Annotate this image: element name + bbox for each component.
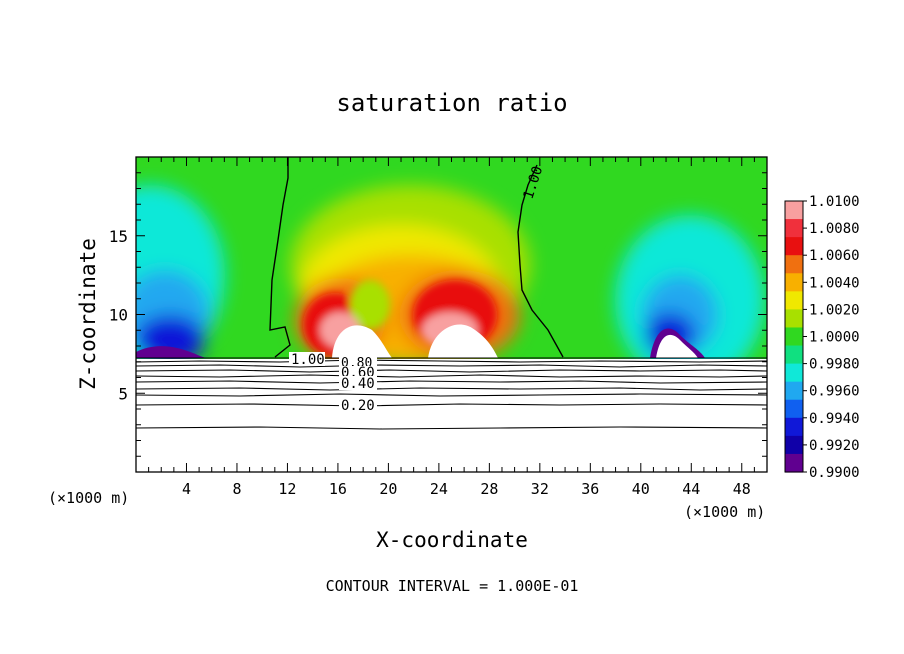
colorbar-swatch [785, 435, 803, 455]
x-tick-label: 44 [682, 480, 700, 498]
colorbar-label: 1.0060 [809, 248, 860, 264]
y-axis-label: Z-coordinate [76, 238, 100, 390]
x-unit-right: (×1000 m) [684, 503, 765, 521]
x-tick-label: 40 [632, 480, 650, 498]
x-tick-label: 12 [278, 480, 296, 498]
contour-interval-footer: CONTOUR INTERVAL = 1.000E-01 [326, 577, 579, 595]
contour-label: 0.40 [341, 376, 375, 392]
x-axis-label: X-coordinate [376, 528, 528, 552]
contour-labels: 1.00 1.00 0.80 0.60 0.40 0.20 [289, 164, 546, 414]
colorbar-label: 1.0080 [809, 221, 860, 237]
x-axis-ticks: 4 8 12 16 20 24 28 32 36 40 44 48 [148, 157, 755, 498]
colorbar-label: 1.0100 [809, 194, 860, 210]
colorbar-label: 0.9940 [809, 411, 860, 427]
y-tick-label: 10 [109, 306, 128, 325]
x-tick-label: 8 [232, 480, 241, 498]
y-axis-ticks: 5 10 15 [109, 172, 767, 457]
heatmap-field [136, 157, 767, 359]
colorbar-swatch [785, 381, 803, 401]
x-tick-label: 28 [480, 480, 498, 498]
colorbar-swatch [785, 399, 803, 419]
colorbar-swatch [785, 345, 803, 365]
y-tick-label: 15 [109, 227, 128, 246]
colorbar-label: 0.9960 [809, 384, 860, 400]
colorbar-label: 1.0000 [809, 330, 860, 346]
x-tick-label: 24 [430, 480, 448, 498]
chart-title: saturation ratio [336, 89, 567, 117]
x-tick-label: 32 [531, 480, 549, 498]
x-tick-label: 20 [379, 480, 397, 498]
x-tick-label: 36 [581, 480, 599, 498]
contour-label: 1.00 [291, 352, 325, 368]
colorbar-swatch [785, 291, 803, 310]
colorbar-swatch [785, 453, 803, 473]
colorbar-swatch [785, 237, 803, 256]
colorbar: 1.0100 1.0080 1.0060 1.0040 1.0020 1.0000 0.99… [784, 194, 860, 481]
colorbar-swatch [785, 219, 803, 238]
x-unit-left: (×1000 m) [48, 489, 129, 507]
lower-layer [136, 359, 767, 472]
colorbar-swatch [785, 327, 803, 347]
colorbar-swatch [785, 201, 803, 220]
contour-label: 0.20 [341, 398, 375, 414]
colorbar-swatch [785, 255, 803, 274]
colorbar-label: 0.9980 [809, 357, 860, 373]
y-tick-label: 5 [118, 384, 128, 403]
colorbar-label: 1.0020 [809, 302, 860, 318]
x-tick-label: 48 [733, 480, 751, 498]
lower-contours [135, 357, 768, 430]
colorbar-label: 0.9900 [809, 465, 860, 481]
colorbar-label: 0.9920 [809, 438, 860, 454]
colorbar-swatch [785, 363, 803, 383]
x-tick-label: 4 [182, 480, 191, 498]
colorbar-label: 1.0040 [809, 275, 860, 291]
colorbar-swatch [785, 417, 803, 437]
colorbar-swatch [785, 273, 803, 292]
colorbar-swatch [785, 309, 803, 329]
x-tick-label: 16 [329, 480, 347, 498]
